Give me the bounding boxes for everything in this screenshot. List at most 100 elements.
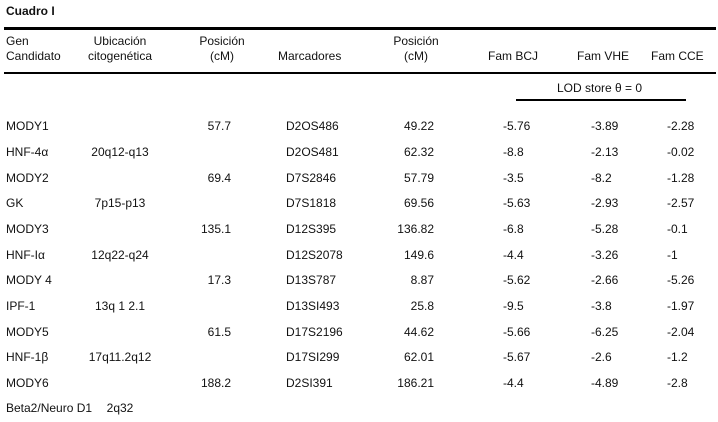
gen-cell: IPF-1: [6, 299, 36, 313]
posicion-2-cell: 136.82: [397, 222, 434, 236]
marcador-cell: D2SI391: [286, 376, 333, 390]
marcador-cell: D17SI299: [286, 350, 340, 364]
table-row: Beta2/Neuro D1 2q32: [0, 401, 718, 421]
fam-bcj-cell: -5.76: [503, 119, 531, 133]
header-gen-line1: Gen: [6, 34, 29, 48]
ubicacion-cell: 20q12-q13: [91, 145, 149, 159]
posicion-2-cell: 62.32: [403, 145, 434, 159]
fam-vhe-cell: -3.8: [591, 299, 612, 313]
fam-bcj-cell: -4.4: [503, 248, 524, 262]
table-row: IPF-1 13q 1 2.1 D13SI493 25.8 -9.5 -3.8 -1.97: [0, 299, 718, 319]
fam-vhe-cell: -2.6: [591, 350, 612, 364]
gen-cell: GK: [6, 196, 24, 210]
fam-bcj-cell: -4.4: [503, 376, 524, 390]
header-gen-line2: Candidato: [6, 49, 61, 63]
fam-vhe-cell: -3.89: [591, 119, 619, 133]
table-row: MODY6 188.2 D2SI391 186.21 -4.4 -4.89 -2.8: [0, 376, 718, 396]
posicion-cell: 17.3: [207, 273, 231, 287]
ubicacion-cell: 12q22-q24: [91, 248, 149, 262]
posicion-2-cell: 57.79: [403, 171, 434, 185]
ubicacion-cell: 17q11.2q12: [88, 350, 152, 364]
table-row: HNF-Iα 12q22-q24 D12S2078 149.6 -4.4 -3.26 -1: [0, 248, 718, 268]
fam-bcj-cell: -5.62: [503, 273, 531, 287]
table-row: HNF-4α 20q12-q13 D2OS481 62.32 -8.8 -2.13 -0.0…: [0, 145, 718, 165]
marcador-cell: D13S787: [286, 273, 337, 287]
fam-cce-cell: -2.57: [667, 196, 695, 210]
posicion-2-cell: 25.8: [410, 299, 434, 313]
ubicacion-cell: 13q 1 2.1: [94, 299, 146, 313]
table-row: MODY2 69.4 D7S2846 57.79 -3.5 -8.2 -1.28: [0, 171, 718, 191]
fam-vhe-cell: -2.13: [591, 145, 619, 159]
top-rule: [4, 27, 716, 30]
gen-cell: MODY5: [6, 325, 49, 339]
header-gen: Gen Candidato: [6, 34, 61, 64]
gen-cell: MODY1: [6, 119, 49, 133]
fam-bcj-cell: -3.5: [503, 171, 524, 185]
marcador-cell: D17S2196: [286, 325, 343, 339]
table-row: GK 7p15-p13 D7S1818 69.56 -5.63 -2.93 -2.57: [0, 196, 718, 216]
marcador-cell: D7S1818: [286, 196, 337, 210]
table-row: MODY1 57.7 D2OS486 49.22 -5.76 -3.89 -2.28: [0, 119, 718, 139]
posicion-2-cell: 8.87: [410, 273, 434, 287]
posicion-cell: 188.2: [200, 376, 231, 390]
gen-cell: MODY3: [6, 222, 49, 236]
header-posicion-1-line1: Posición: [199, 34, 245, 48]
fam-cce-cell: -5.26: [667, 273, 695, 287]
posicion-2-cell: 149.6: [403, 248, 434, 262]
gen-cell: HNF-Iα: [6, 248, 45, 262]
marcador-cell: D12S395: [286, 222, 337, 236]
fam-cce-cell: -2.8: [667, 376, 688, 390]
fam-cce-cell: -2.28: [667, 119, 695, 133]
header-ubicacion-line1: Ubicación: [93, 34, 147, 48]
marcador-cell: D2OS481: [286, 145, 339, 159]
header-posicion-2-line1: Posición: [393, 34, 439, 48]
header-posicion-1: Posición (cM): [187, 34, 257, 64]
fam-vhe-cell: -3.26: [591, 248, 619, 262]
gen-cell: Beta2/Neuro D1: [6, 401, 93, 415]
header-posicion-2: Posición (cM): [381, 34, 451, 64]
fam-bcj-cell: -8.8: [503, 145, 524, 159]
header-posicion-1-line2: (cM): [210, 49, 234, 63]
fam-cce-cell: -0.02: [667, 145, 695, 159]
fam-cce-cell: -1: [667, 248, 678, 262]
fam-cce-cell: -2.04: [667, 325, 695, 339]
header-ubicacion-line2: citogenética: [87, 49, 153, 63]
header-fam-bcj: Fam BCJ: [488, 49, 539, 63]
table-row: HNF-1β 17q11.2q12 D17SI299 62.01 -5.67 -2.6 -1…: [0, 350, 718, 370]
gen-cell: MODY2: [6, 171, 49, 185]
table-row: MODY3 135.1 D12S395 136.82 -6.8 -5.28 -0.1: [0, 222, 718, 242]
gen-cell: MODY 4: [6, 273, 52, 287]
ubicacion-cell: 7p15-p13: [94, 196, 146, 210]
fam-cce-cell: -0.1: [667, 222, 688, 236]
gen-cell: HNF-4α: [6, 145, 49, 159]
ubicacion-cell: 2q32: [106, 401, 134, 415]
header-fam-cce: Fam CCE: [651, 49, 704, 63]
fam-bcj-cell: -5.63: [503, 196, 531, 210]
posicion-2-cell: 49.22: [403, 119, 434, 133]
fam-vhe-cell: -2.66: [591, 273, 619, 287]
fam-bcj-cell: -5.66: [503, 325, 531, 339]
fam-vhe-cell: -4.89: [591, 376, 619, 390]
fam-bcj-cell: -6.8: [503, 222, 524, 236]
posicion-cell: 135.1: [200, 222, 231, 236]
fam-cce-cell: -1.2: [667, 350, 688, 364]
gen-cell: MODY6: [6, 376, 49, 390]
posicion-cell: 61.5: [207, 325, 231, 339]
header-fam-vhe: Fam VHE: [577, 49, 630, 63]
fam-vhe-cell: -5.28: [591, 222, 619, 236]
marcador-cell: D7S2846: [286, 171, 337, 185]
table-row: MODY 4 17.3 D13S787 8.87 -5.62 -2.66 -5.26: [0, 273, 718, 293]
header-ubicacion: Ubicación citogenética: [80, 34, 160, 64]
marcador-cell: D12S2078: [286, 248, 343, 262]
fam-bcj-cell: -5.67: [503, 350, 531, 364]
lod-underline: [516, 99, 686, 101]
fam-vhe-cell: -2.93: [591, 196, 619, 210]
fam-cce-cell: -1.97: [667, 299, 695, 313]
header-rule: [4, 72, 716, 74]
header-posicion-2-line2: (cM): [404, 49, 428, 63]
posicion-cell: 57.7: [207, 119, 231, 133]
fam-vhe-cell: -8.2: [591, 171, 612, 185]
marcador-cell: D2OS486: [286, 119, 339, 133]
header-marcadores: Marcadores: [278, 49, 342, 63]
posicion-2-cell: 44.62: [403, 325, 434, 339]
